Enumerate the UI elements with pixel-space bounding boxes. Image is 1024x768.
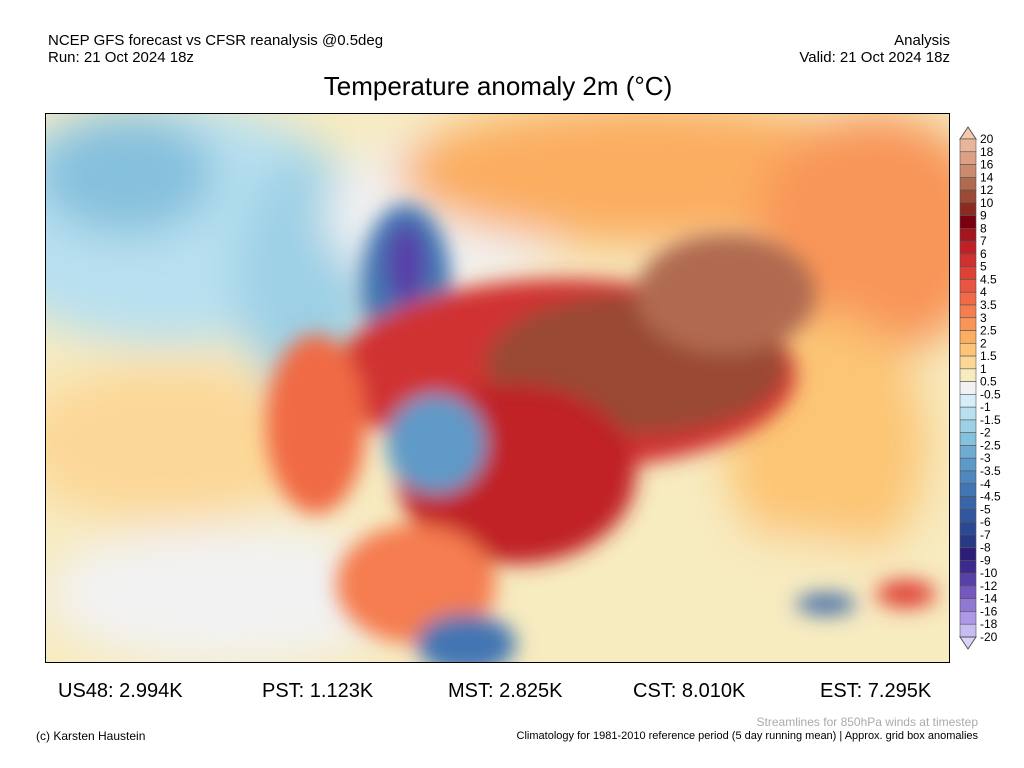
colorbar-tick-label: -14: [980, 592, 998, 606]
colorbar-tick-label: 3: [980, 311, 987, 325]
colorbar-tick-label: -3.5: [980, 464, 1001, 478]
stat-pst: PST: 1.123K: [262, 680, 374, 702]
colorbar-bin: [959, 534, 977, 548]
colorbar-bin: [959, 202, 977, 216]
streamlines-note: Streamlines for 850hPa winds at timestep: [756, 715, 978, 729]
colorbar-bin: [959, 343, 977, 357]
colorbar-bin: [959, 572, 977, 587]
colorbar-bin: [959, 355, 977, 370]
colorbar-legend: 20 18 16 14 12 10 9 8 7 6 5 4.5 4 3.5 3 2.5 2 1.5 1 0.5 -0.5…: [958, 126, 1018, 656]
anomaly-field: [46, 114, 949, 662]
colorbar-tick-label: -3: [980, 451, 991, 465]
colorbar-tick-label: 2.5: [980, 324, 997, 338]
colorbar-tick-label: -2.5: [980, 438, 1001, 452]
valid-time: Valid: 21 Oct 2024 18z: [799, 49, 950, 66]
colorbar-bin: [959, 368, 977, 382]
colorbar-bin: [959, 406, 977, 421]
colorbar-bin: [959, 381, 977, 395]
colorbar-tick-label: -7: [980, 528, 991, 542]
colorbar-bin: [959, 266, 977, 280]
colorbar-tick-label: 18: [980, 145, 994, 159]
colorbar-tick-label: 10: [980, 196, 994, 210]
colorbar-bin: [959, 164, 977, 178]
colorbar-tick-label: 8: [980, 221, 987, 235]
colorbar-bin: [959, 151, 977, 165]
colorbar-bin: [959, 457, 977, 472]
colorbar-tick-label: -0.5: [980, 387, 1001, 401]
colorbar-tick-label: -1: [980, 400, 991, 414]
colorbar-tick-label: -18: [980, 617, 998, 631]
colorbar-tick-label: 16: [980, 158, 994, 172]
colorbar-bin: [959, 253, 977, 267]
colorbar-bin: [959, 560, 977, 574]
colorbar-tick-label: 1.5: [980, 349, 997, 363]
colorbar-tick-label: -4.5: [980, 490, 1001, 504]
colorbar-tick-label: 9: [980, 209, 987, 223]
climatology-note: Climatology for 1981-2010 reference peri…: [516, 730, 978, 742]
colorbar-bin: [959, 138, 977, 153]
colorbar-tick-label: 2: [980, 336, 987, 350]
colorbar-bin: [959, 547, 977, 561]
colorbar-bin: [959, 317, 977, 331]
colorbar-tick-label: 1: [980, 362, 987, 376]
colorbar-tick-label: -16: [980, 604, 998, 618]
colorbar-tick-label: 12: [980, 183, 994, 197]
colorbar-bin: [959, 215, 977, 229]
stat-us48: US48: 2.994K: [58, 680, 183, 702]
colorbar-tick-label: -20: [980, 630, 998, 644]
colorbar-top-arrow: [959, 126, 977, 140]
credit: (c) Karsten Haustein: [36, 729, 146, 743]
colorbar-bin: [959, 432, 977, 446]
model-description: NCEP GFS forecast vs CFSR reanalysis @0.…: [48, 32, 384, 49]
colorbar-bin: [959, 470, 977, 485]
colorbar: 201816141210987654.543.532.521.510.5-0.5…: [959, 126, 1001, 650]
colorbar-tick-label: 14: [980, 170, 994, 184]
colorbar-tick-label: -4: [980, 477, 991, 491]
colorbar-bin: [959, 330, 977, 344]
colorbar-bottom-arrow: [959, 636, 977, 650]
colorbar-bin: [959, 445, 977, 459]
run-time: Run: 21 Oct 2024 18z: [48, 49, 194, 66]
colorbar-bin: [959, 240, 977, 255]
colorbar-bin: [959, 228, 977, 242]
anomaly-map: [45, 113, 950, 663]
colorbar-bin: [959, 623, 977, 638]
colorbar-tick-label: 6: [980, 247, 987, 261]
colorbar-tick-label: -10: [980, 566, 998, 580]
colorbar-tick-label: -9: [980, 553, 991, 567]
colorbar-bin: [959, 189, 977, 204]
colorbar-bin: [959, 509, 977, 523]
stat-cst: CST: 8.010K: [633, 680, 746, 702]
colorbar-bin: [959, 483, 977, 497]
colorbar-tick-label: -6: [980, 515, 991, 529]
colorbar-bin: [959, 291, 977, 306]
stat-mst: MST: 2.825K: [448, 680, 563, 702]
colorbar-tick-label: 20: [980, 132, 994, 146]
colorbar-bin: [959, 521, 977, 536]
colorbar-bin: [959, 496, 977, 510]
colorbar-tick-label: 7: [980, 234, 987, 248]
colorbar-tick-label: 4: [980, 285, 987, 299]
colorbar-bin: [959, 585, 977, 599]
colorbar-tick-label: -2: [980, 426, 991, 440]
colorbar-bin: [959, 611, 977, 625]
colorbar-bin: [959, 419, 977, 433]
analysis-label: Analysis: [894, 32, 950, 49]
colorbar-bin: [959, 598, 977, 612]
colorbar-bin: [959, 304, 977, 319]
map-title: Temperature anomaly 2m (°C): [323, 71, 673, 101]
colorbar-tick-label: 3.5: [980, 298, 997, 312]
colorbar-tick-label: -1.5: [980, 413, 1001, 427]
colorbar-bin: [959, 279, 977, 293]
colorbar-tick-label: -12: [980, 579, 998, 593]
colorbar-bin: [959, 394, 977, 408]
colorbar-tick-label: 4.5: [980, 272, 997, 286]
colorbar-bin: [959, 177, 977, 191]
colorbar-tick-label: 5: [980, 260, 987, 274]
colorbar-tick-label: 0.5: [980, 375, 997, 389]
colorbar-tick-label: -8: [980, 541, 991, 555]
colorbar-tick-label: -5: [980, 502, 991, 516]
stat-est: EST: 7.295K: [820, 680, 932, 702]
